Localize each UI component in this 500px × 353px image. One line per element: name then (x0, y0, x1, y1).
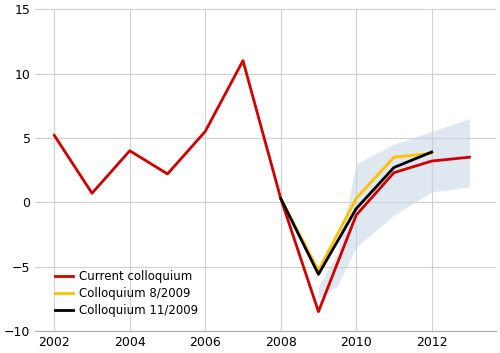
Colloquium 8/2009 (353, 196, 359, 201)
Current colloquium (127, 149, 133, 153)
Line: Colloquium 8/2009: Colloquium 8/2009 (280, 153, 432, 270)
Current colloquium (353, 213, 359, 217)
Current colloquium (428, 159, 434, 163)
Current colloquium (52, 133, 58, 137)
Current colloquium (278, 196, 283, 201)
Colloquium 8/2009 (278, 196, 283, 201)
Colloquium 8/2009 (316, 268, 322, 273)
Current colloquium (466, 155, 472, 159)
Current colloquium (391, 170, 397, 175)
Line: Colloquium 11/2009: Colloquium 11/2009 (280, 152, 432, 274)
Current colloquium (240, 59, 246, 63)
Colloquium 11/2009 (316, 272, 322, 276)
Colloquium 11/2009 (391, 165, 397, 169)
Colloquium 8/2009 (428, 151, 434, 155)
Current colloquium (89, 191, 95, 195)
Current colloquium (316, 310, 322, 314)
Legend: Current colloquium, Colloquium 8/2009, Colloquium 11/2009: Current colloquium, Colloquium 8/2009, C… (50, 265, 203, 322)
Current colloquium (164, 172, 170, 176)
Current colloquium (202, 129, 208, 133)
Colloquium 11/2009 (278, 196, 283, 201)
Colloquium 11/2009 (353, 207, 359, 211)
Line: Current colloquium: Current colloquium (54, 61, 470, 312)
Colloquium 8/2009 (391, 155, 397, 159)
Colloquium 11/2009 (428, 150, 434, 154)
